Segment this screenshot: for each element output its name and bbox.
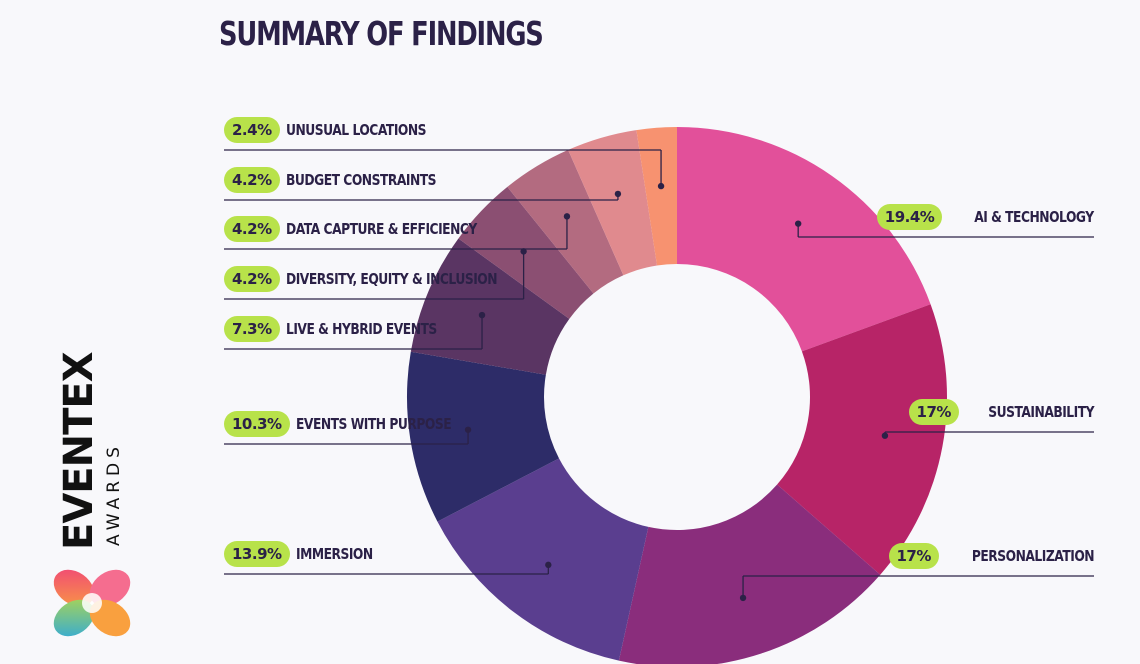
leader-dot	[794, 220, 802, 227]
category-label: SUSTAINABILITY	[988, 403, 1094, 421]
category-label: DIVERSITY, EQUITY & INCLUSION	[285, 270, 498, 288]
leader-dot	[478, 311, 486, 319]
chart-label: 17% PERSONALIZATION	[888, 542, 1095, 570]
slice-sustainability	[777, 304, 947, 575]
chart-label: 7.3% LIVE & HYBRID EVENTS	[224, 315, 469, 343]
leader-dot	[614, 190, 622, 198]
percent-badge: 4.2%	[224, 266, 280, 292]
category-label: UNUSUAL LOCATIONS	[285, 121, 427, 139]
category-label: PERSONALIZATION	[971, 547, 1095, 565]
category-label: LIVE & HYBRID EVENTS	[285, 320, 437, 338]
chart-label: 17% SUSTAINABILITY	[908, 398, 1094, 426]
percent-badge: 7.3%	[224, 316, 280, 342]
leader-dot	[657, 182, 665, 190]
chart-label: 4.2% DATA CAPTURE & EFFICIENCY	[224, 215, 518, 243]
brand-name: EVENTEX	[56, 352, 102, 550]
slice-ai-technology	[677, 127, 931, 352]
percent-badge: 17%	[908, 399, 959, 425]
percent-badge: 4.2%	[224, 167, 280, 193]
leader-dot	[739, 594, 747, 602]
slice-live-hybrid-events	[410, 238, 570, 375]
category-label: BUDGET CONSTRAINTS	[285, 171, 437, 189]
slice-events-with-purpose	[407, 351, 560, 522]
category-label: EVENTS WITH PURPOSE	[295, 415, 452, 433]
chart-label: 4.2% BUDGET CONSTRAINTS	[224, 166, 469, 194]
slice-data-capture-efficiency	[507, 149, 624, 294]
brand-logo-icon	[53, 569, 131, 637]
slice-immersion	[437, 458, 649, 661]
chart-label: 19.4% AI & TECHNOLOGY	[876, 203, 1095, 231]
percent-badge: 4.2%	[224, 216, 280, 242]
brand-wordmark: EVENTEX AWARDS	[56, 352, 136, 550]
page-title: SUMMARY OF FINDINGS	[219, 14, 544, 53]
category-label: AI & TECHNOLOGY	[974, 208, 1095, 226]
percent-badge: 13.9%	[224, 541, 290, 567]
leader-dot	[563, 213, 571, 220]
slice-personalization	[618, 484, 881, 664]
slice-budget-constraints	[568, 130, 658, 276]
chart-label: 13.9% IMMERSION	[224, 540, 389, 568]
percent-badge: 2.4%	[224, 117, 280, 143]
percent-badge: 10.3%	[224, 411, 290, 437]
leader-dot	[881, 432, 889, 439]
category-label: IMMERSION	[295, 545, 373, 563]
leader-dot	[545, 561, 552, 569]
percent-badge: 19.4%	[876, 204, 943, 230]
brand-subtitle: AWARDS	[104, 442, 124, 546]
chart-label: 4.2% DIVERSITY, EQUITY & INCLUSION	[224, 265, 543, 293]
category-label: DATA CAPTURE & EFFICIENCY	[285, 220, 477, 238]
slice-unusual-locations	[636, 127, 677, 266]
chart-label: 2.4% UNUSUAL LOCATIONS	[224, 116, 456, 144]
chart-label: 10.3% EVENTS WITH PURPOSE	[224, 410, 485, 438]
percent-badge: 17%	[888, 543, 939, 569]
leader-dot	[520, 248, 527, 255]
leader-dot	[464, 426, 472, 433]
